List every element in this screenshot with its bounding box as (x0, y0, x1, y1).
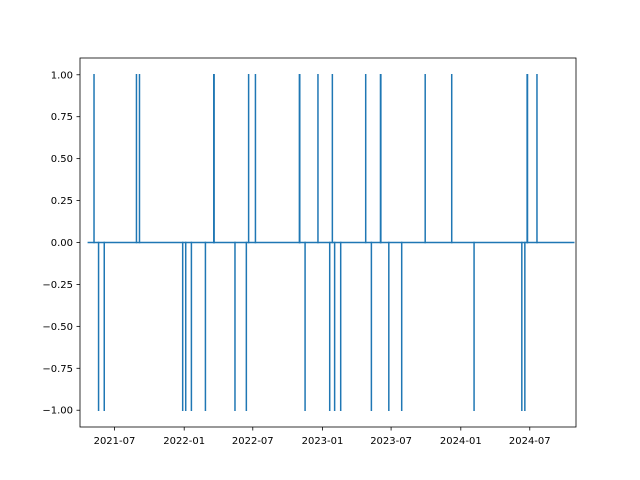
plot-area (87, 74, 575, 411)
x-axis: 2021-07 2022-01 2022-07 2023-01 2023-07 2024-… (94, 427, 551, 447)
y-tick-label: −0.50 (42, 322, 73, 333)
x-tick-label: 2022-07 (232, 436, 274, 447)
x-tick-label: 2024-07 (509, 436, 551, 447)
axes-frame (79, 57, 577, 428)
x-tick-label: 2021-07 (94, 436, 136, 447)
y-tick-label: 0.25 (51, 196, 73, 207)
x-tick-label: 2023-01 (302, 436, 344, 447)
y-tick-label: 0.50 (51, 154, 73, 165)
x-tick-label: 2024-01 (440, 436, 482, 447)
y-tick-label: −0.25 (42, 280, 73, 291)
y-tick-label: −0.75 (42, 364, 73, 375)
x-tick-label: 2022-01 (163, 436, 205, 447)
x-tick-label: 2023-07 (370, 436, 412, 447)
y-axis: 1.00 0.75 0.50 0.25 0.00 −0.25 −0.50 −0.75 −1.00 (42, 70, 80, 417)
y-tick-label: 0.75 (51, 112, 73, 123)
y-tick-label: −1.00 (42, 406, 73, 417)
y-tick-label: 1.00 (51, 70, 73, 81)
y-tick-label: 0.00 (51, 238, 73, 249)
